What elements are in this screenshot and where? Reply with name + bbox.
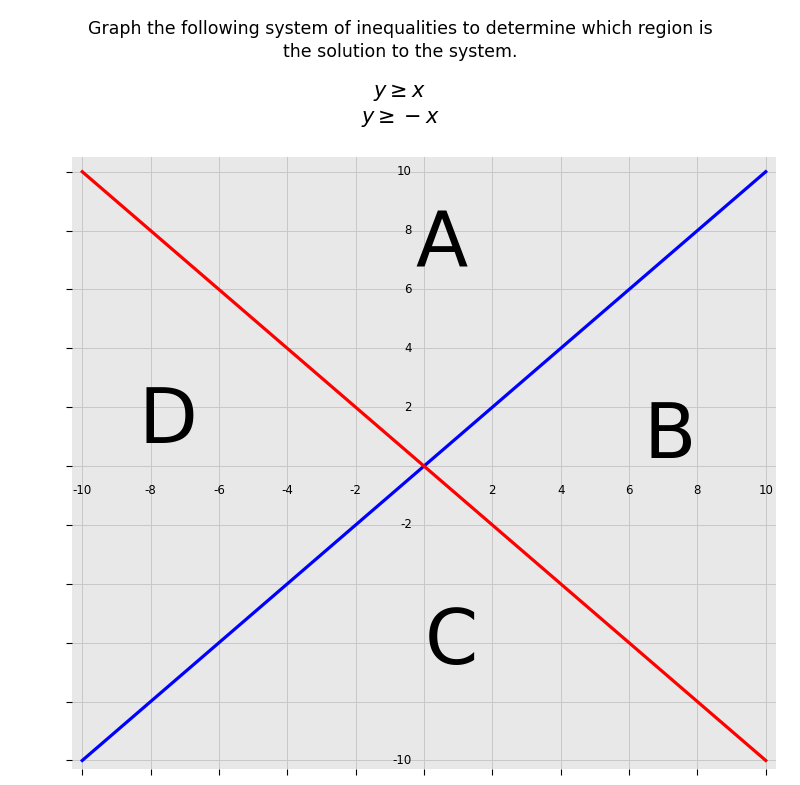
Text: -10: -10 [393, 754, 412, 767]
Text: 8: 8 [405, 224, 412, 237]
Text: the solution to the system.: the solution to the system. [282, 43, 518, 61]
Text: $y \geq x$: $y \geq x$ [374, 82, 426, 104]
Text: -2: -2 [350, 484, 362, 497]
Text: 4: 4 [557, 484, 565, 497]
Text: C: C [425, 606, 478, 680]
Text: A: A [415, 208, 467, 283]
Text: 6: 6 [626, 484, 633, 497]
Text: -10: -10 [73, 484, 92, 497]
Text: 6: 6 [405, 283, 412, 296]
Text: 4: 4 [405, 341, 412, 355]
Text: $y \geq -x$: $y \geq -x$ [361, 108, 439, 130]
Text: -8: -8 [145, 484, 157, 497]
Text: 2: 2 [405, 400, 412, 414]
Text: D: D [138, 385, 197, 459]
Text: B: B [644, 400, 696, 473]
Text: 10: 10 [397, 165, 412, 178]
Text: -2: -2 [400, 518, 412, 531]
Text: 10: 10 [758, 484, 773, 497]
Text: -6: -6 [213, 484, 225, 497]
Text: 8: 8 [694, 484, 701, 497]
Text: Graph the following system of inequalities to determine which region is: Graph the following system of inequaliti… [88, 20, 712, 38]
Text: 2: 2 [489, 484, 496, 497]
Text: -4: -4 [282, 484, 294, 497]
